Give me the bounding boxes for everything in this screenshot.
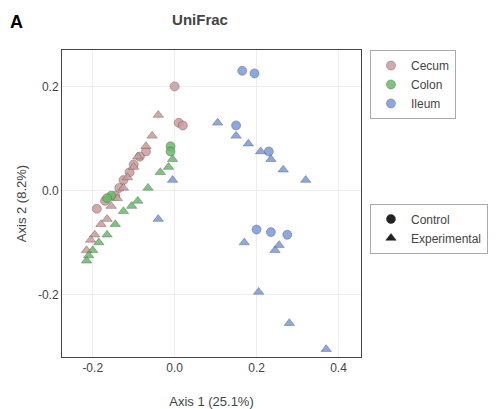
svg-text:Axis 2 (8.2%): Axis 2 (8.2%) — [14, 165, 29, 242]
svg-text:-0.2: -0.2 — [38, 288, 59, 302]
svg-text:0.2: 0.2 — [42, 80, 59, 94]
svg-text:-0.2: -0.2 — [82, 361, 103, 375]
svg-text:Axis 1 (25.1%): Axis 1 (25.1%) — [169, 394, 254, 409]
svg-text:Ileum: Ileum — [411, 97, 440, 111]
svg-text:Experimental: Experimental — [411, 232, 481, 246]
svg-text:UniFrac: UniFrac — [172, 11, 228, 28]
svg-text:0.0: 0.0 — [42, 184, 59, 198]
svg-text:A: A — [10, 12, 23, 32]
svg-text:0.2: 0.2 — [248, 361, 265, 375]
svg-text:Cecum: Cecum — [411, 59, 449, 73]
svg-text:Colon: Colon — [411, 78, 442, 92]
svg-text:0.0: 0.0 — [166, 361, 183, 375]
svg-text:0.4: 0.4 — [330, 361, 347, 375]
svg-text:Control: Control — [411, 213, 450, 227]
